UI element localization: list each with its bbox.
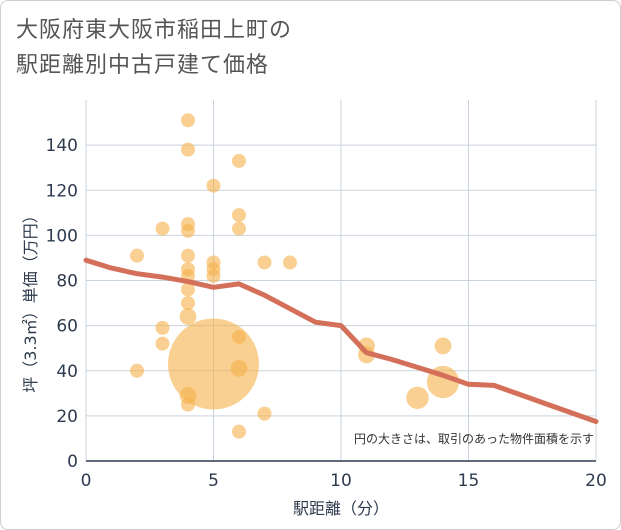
bubble-point (232, 329, 246, 344)
y-tick-label: 140 (46, 136, 78, 156)
bubble-point (155, 320, 170, 335)
x-tick-label: 20 (585, 471, 607, 491)
x-tick-label: 5 (208, 471, 219, 491)
bubble-point (155, 336, 170, 351)
bubble-point (130, 248, 144, 263)
bubble-point (181, 282, 195, 297)
bubble-point (179, 308, 197, 325)
bubble-point (130, 363, 144, 378)
y-tick-label: 20 (56, 407, 78, 427)
y-tick-label: 0 (67, 452, 78, 472)
y-axis-ticks: 0 20 40 60 80 100 120 140 (46, 136, 78, 472)
bubble-point (257, 255, 272, 270)
bubble-point (206, 268, 221, 283)
bubble-point (434, 337, 452, 355)
y-tick-label: 100 (46, 226, 78, 246)
bubble-point (230, 360, 248, 377)
bubble-point (232, 208, 246, 223)
bubble-point (283, 255, 297, 270)
x-axis-ticks: 0 5 10 15 20 (81, 471, 607, 491)
bubble-point (181, 296, 195, 311)
x-tick-label: 10 (330, 471, 352, 491)
chart-title-line-1: 大阪府東大阪市稲田上町の (16, 18, 293, 43)
bubble-point (181, 142, 195, 157)
x-tick-label: 0 (81, 471, 92, 491)
chart-title-line-2: 駅距離別中古戸建て価格 (16, 53, 270, 78)
bubble-point (206, 178, 221, 193)
y-tick-label: 40 (56, 362, 78, 382)
size-note: 円の大きさは、取引のあった物件面積を示す (354, 431, 594, 446)
grid-lines (85, 100, 597, 461)
y-tick-label: 60 (56, 317, 78, 337)
trend-line (83, 257, 599, 424)
y-tick-label: 80 (56, 272, 78, 292)
y-tick-label: 120 (46, 181, 78, 201)
bubble-point (232, 153, 246, 168)
bubble-point (232, 424, 246, 439)
bubble-point (257, 406, 272, 421)
bubble-point (181, 113, 195, 128)
bubble-point (232, 221, 246, 236)
y-axis-title: 坪（3.3㎡）単価（万円） (21, 207, 40, 392)
bubble-point (181, 248, 195, 263)
chart-title: 大阪府東大阪市稲田上町の 駅距離別中古戸建て価格 (16, 13, 292, 83)
x-axis-title: 駅距離（分） (293, 499, 389, 518)
bubble-point (155, 221, 170, 236)
bubble-point (406, 386, 429, 410)
x-tick-label: 15 (458, 471, 480, 491)
bubble-point (181, 223, 195, 238)
